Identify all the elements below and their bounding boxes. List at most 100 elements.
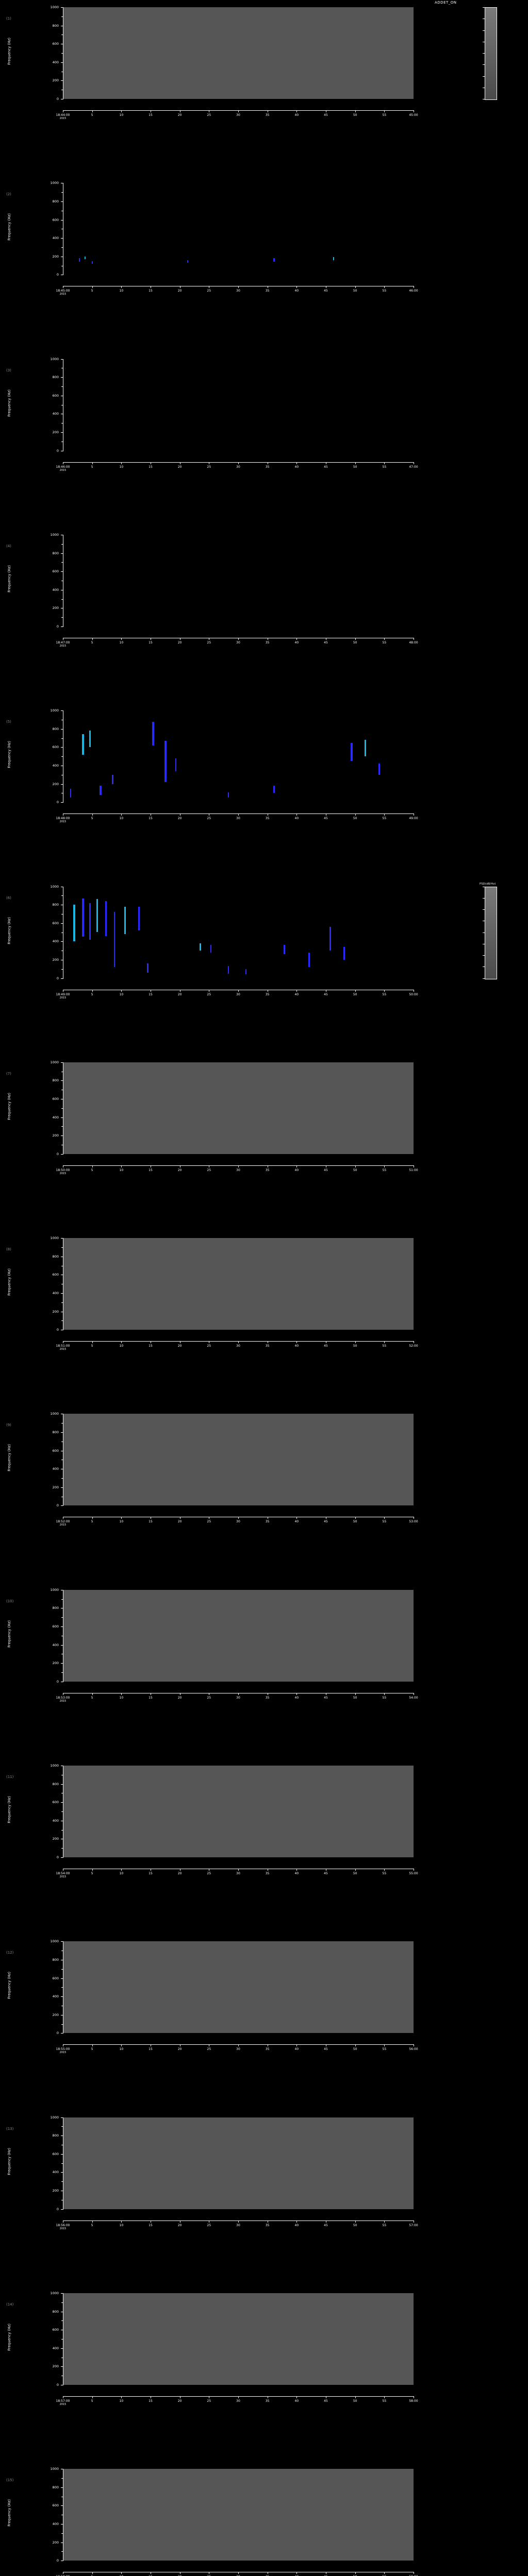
x-tick-label: 35 (265, 2223, 270, 2227)
y-tick-mark-minor (61, 2551, 63, 2552)
x-tick-label: 35 (265, 992, 270, 996)
x-tick-mark (238, 1869, 239, 1871)
y-tick-mark-minor (61, 386, 63, 387)
x-tick-label: 55 (383, 2575, 387, 2576)
x-tick-label: 40 (294, 817, 299, 821)
x-tick-label: 25 (207, 465, 211, 469)
x-tick-label: 10 (119, 1168, 124, 1172)
x-tick-mark (384, 1341, 385, 1344)
y-axis-label: Frequency (Hz) (7, 1620, 11, 1648)
x-tick-mark (238, 989, 239, 992)
detection-mark (175, 758, 177, 771)
x-tick-mark (384, 286, 385, 289)
y-tick-mark (61, 2293, 63, 2294)
detection-mark (210, 945, 212, 953)
x-tick-label: 30 (236, 1872, 240, 1875)
x-tick-label: 30 (236, 1520, 240, 1524)
x-tick-mark (121, 2396, 122, 2398)
x-tick-label: 55 (382, 113, 387, 117)
y-tick-mark (61, 2172, 63, 2173)
x-tick-label: 25 (207, 1344, 211, 1348)
y-tick-mark (61, 802, 63, 803)
x-tick-label: 5 (91, 2399, 93, 2403)
x-tick-label: 55 (382, 1520, 387, 1524)
x-tick-label: 50 (353, 2575, 357, 2576)
x-tick-label: 20 (177, 289, 182, 293)
x-tick-label: 40 (294, 1872, 299, 1875)
y-tick-mark (61, 553, 63, 554)
x-axis-date-label: 2015 (59, 117, 67, 120)
x-tick-label: 10 (119, 465, 124, 469)
x-tick-label: 30 (236, 2399, 240, 2403)
x-tick-mark (355, 2220, 356, 2223)
y-tick-label: 600 (52, 217, 59, 222)
y-tick-label: 0 (56, 1855, 59, 1859)
y-tick-label: 200 (52, 430, 59, 434)
x-tick-mark (121, 110, 122, 112)
x-tick-mark (121, 1692, 122, 1695)
x-tick-label: 50 (353, 2223, 357, 2227)
y-axis-label: Frequency (Hz) (7, 2147, 11, 2175)
x-axis-date-label: 2015 (59, 1875, 67, 1878)
x-tick-label: 45 (324, 2399, 328, 2403)
x-tick-label: 40 (294, 640, 299, 645)
y-tick-mark-minor (61, 756, 63, 757)
y-tick-label: 400 (52, 587, 59, 592)
x-tick-mark (384, 1869, 385, 1871)
y-tick-mark (61, 1645, 63, 1646)
y-tick-label: 1000 (50, 2467, 59, 2471)
y-tick-mark (61, 2348, 63, 2349)
x-tick-label: 10 (119, 1696, 124, 1700)
y-tick-label: 400 (52, 2170, 59, 2175)
y-tick-label: 400 (52, 1642, 59, 1647)
x-tick-label: 30 (236, 113, 240, 117)
y-tick-mark-minor (61, 1320, 63, 1321)
x-tick-label: 15 (148, 2399, 153, 2403)
x-tick-mark (384, 814, 385, 816)
panel-index-label: (4) (6, 544, 11, 548)
y-tick-mark-minor (61, 1672, 63, 1673)
y-tick-mark (61, 2209, 63, 2210)
x-tick-mark (296, 286, 298, 289)
y-tick-mark-minor (61, 1969, 63, 1970)
x-tick-label: 50 (353, 465, 357, 469)
x-tick-mark (384, 989, 385, 992)
x-tick-mark (296, 1869, 298, 1871)
y-tick-label: 600 (52, 1624, 59, 1629)
y-tick-mark (61, 978, 63, 979)
x-tick-label: 5 (91, 992, 93, 996)
x-tick-mark (296, 1692, 298, 1695)
x-tick-mark (121, 637, 122, 640)
x-tick-label: 55 (382, 1344, 387, 1348)
y-tick-mark (61, 923, 63, 924)
y-tick-mark (61, 1784, 63, 1785)
x-tick-label: 15 (148, 2047, 153, 2052)
x-tick-label: 5 (91, 1344, 93, 1348)
y-tick-mark (61, 2487, 63, 2488)
x-tick-label: 5 (91, 2047, 93, 2052)
y-tick-label: 400 (52, 1115, 59, 1120)
x-tick-label: 15 (148, 1872, 153, 1875)
x-tick-mark (92, 1165, 93, 1167)
y-axis-label: Frequency (Hz) (7, 2499, 11, 2527)
spectrogram-image (63, 359, 414, 451)
y-tick-label: 1000 (50, 532, 59, 537)
y-tick-label: 0 (56, 800, 59, 805)
x-tick-label: 40 (294, 1520, 299, 1524)
detection-mark (333, 257, 334, 260)
x-axis-date-label: 2015 (59, 1523, 67, 1527)
x-tick-label: 35 (265, 1520, 270, 1524)
x-tick-mark (238, 1341, 239, 1344)
x-tick-mark (355, 2044, 356, 2047)
x-tick-label: 20 (177, 113, 182, 117)
x-tick-label: 5 (91, 289, 93, 293)
x-tick-label: 50 (353, 289, 357, 293)
x-tick-mark (355, 286, 356, 289)
x-tick-label: 5 (91, 2575, 93, 2576)
y-tick-mark-minor (61, 617, 63, 618)
y-tick-label: 200 (52, 782, 59, 786)
x-tick-label: 25 (207, 817, 211, 821)
y-tick-mark (61, 1154, 63, 1155)
x-tick-label: 20 (177, 817, 182, 821)
y-tick-label: 0 (56, 273, 59, 277)
